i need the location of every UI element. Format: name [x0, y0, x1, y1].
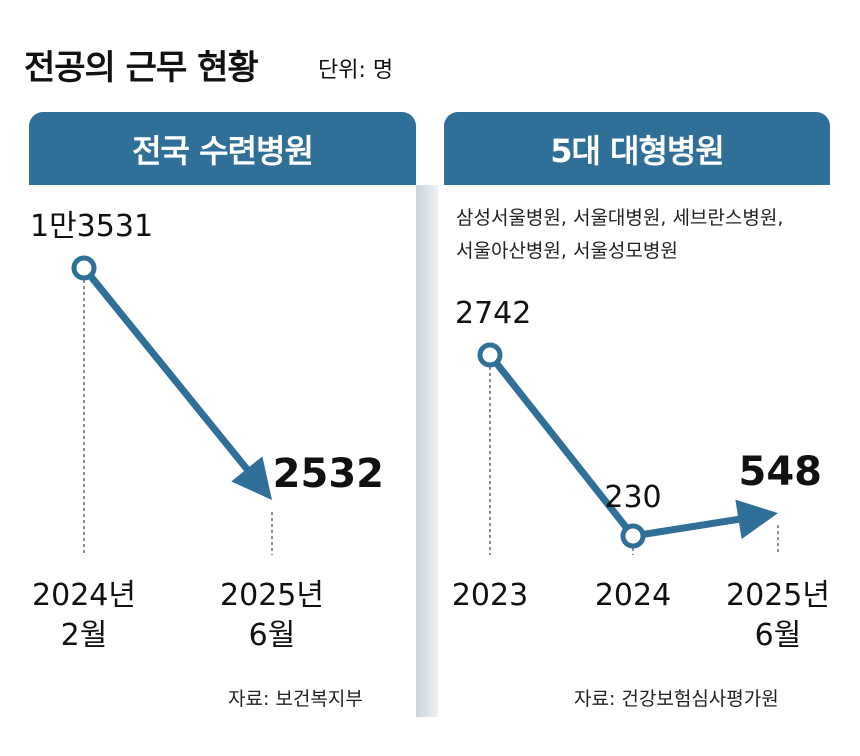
panel-2-source: 자료: 건강보험심사평가원: [574, 688, 779, 710]
panel-1-banner: 전국 수련병원: [29, 112, 416, 185]
unit-label: 단위: 명: [318, 58, 394, 83]
chart-1-tick-label-2-1: 2025년: [220, 578, 324, 613]
chart-2-tick-label-3-1: 2025년: [726, 578, 830, 613]
chart-2-data-label-2: 230: [604, 480, 661, 515]
chart-1-arrowhead: [231, 456, 272, 500]
chart-1-data-label-1: 1만3531: [30, 209, 153, 244]
chart-2-arrowhead: [735, 499, 778, 540]
chart-1-data-label-2: 2532: [273, 451, 384, 497]
chart-1-tick-label-1-2: 2월: [61, 618, 108, 653]
hospital-list-line-1: 삼성서울병원, 서울대병원, 세브란스병원,: [456, 207, 784, 229]
chart-2-tick-label-2-1: 2024: [595, 578, 671, 613]
chart-2-tick-label-1-1: 2023: [452, 578, 528, 613]
chart-1-tick-label-2-2: 6월: [249, 618, 296, 653]
chart-2-point-1: [477, 342, 503, 368]
chart-1-series-line: [80, 264, 251, 473]
chart-1-tick-label-1-1: 2024년: [32, 578, 136, 613]
panel-1-source: 자료: 보건복지부: [228, 688, 363, 710]
hospital-list-line-2: 서울아산병원, 서울성모병원: [456, 240, 678, 262]
chart-2-data-label-3: 548: [739, 449, 823, 495]
chart-2-point-2: [620, 523, 646, 549]
chart-title: 전공의 근무 현황: [24, 48, 259, 88]
chart-1-point-1: [71, 255, 97, 281]
chart-2-tick-label-3-2: 6월: [755, 618, 802, 653]
chart-2-data-label-1: 2742: [455, 296, 531, 331]
panel-2-banner: 5대 대형병원: [444, 112, 830, 185]
panel-divider: [416, 185, 438, 717]
